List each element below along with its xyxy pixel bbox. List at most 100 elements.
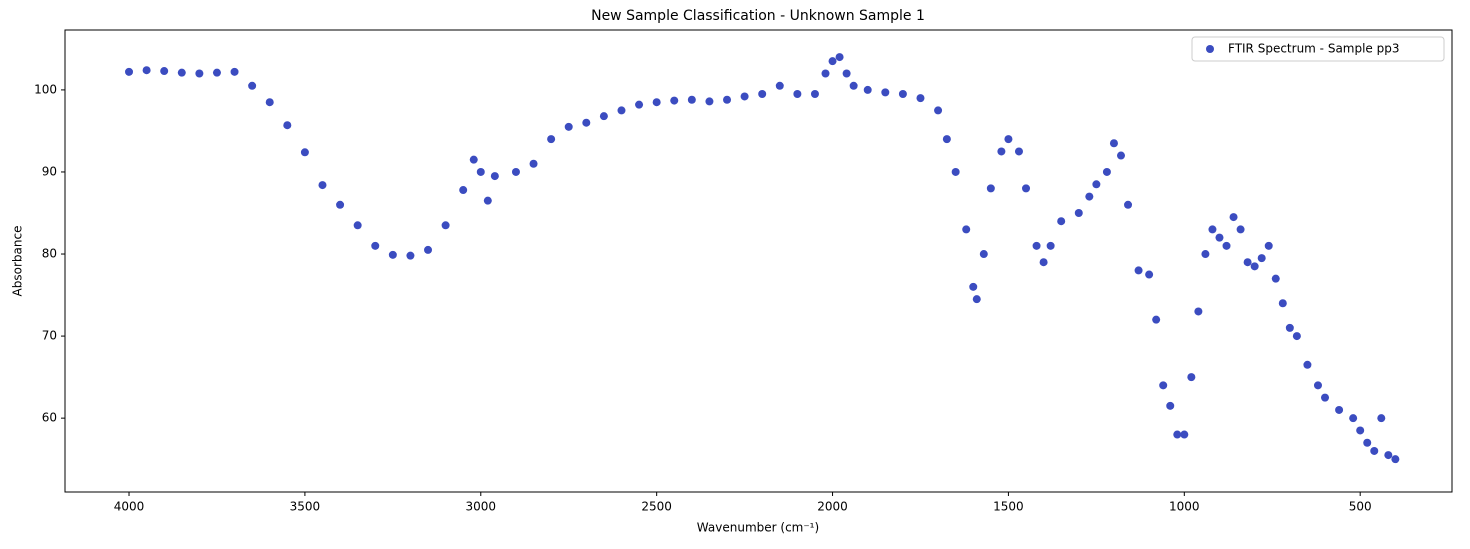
point <box>1363 438 1372 447</box>
point <box>1074 208 1083 217</box>
point <box>1194 307 1203 316</box>
point <box>1092 180 1101 189</box>
point <box>979 250 988 259</box>
x-tick-label: 2500 <box>641 500 672 514</box>
point <box>1236 225 1245 234</box>
point <box>353 221 362 230</box>
point <box>476 167 485 176</box>
point <box>125 67 134 76</box>
point <box>441 221 450 230</box>
point <box>142 66 151 75</box>
point <box>265 98 274 107</box>
point <box>1229 213 1238 222</box>
x-tick-label: 1000 <box>1169 500 1200 514</box>
point <box>1215 233 1224 242</box>
y-tick-label: 80 <box>42 247 57 261</box>
point <box>177 68 186 77</box>
point <box>758 90 767 99</box>
point <box>599 112 608 121</box>
point <box>1109 139 1118 148</box>
point <box>1159 381 1168 390</box>
point <box>1285 323 1294 332</box>
point <box>617 106 626 115</box>
y-tick-label: 60 <box>42 411 57 425</box>
point <box>1134 266 1143 275</box>
point <box>835 53 844 62</box>
point <box>1391 455 1400 464</box>
point <box>849 81 858 90</box>
point <box>1039 258 1048 267</box>
point <box>582 118 591 127</box>
point <box>972 295 981 304</box>
x-tick-label: 3500 <box>290 500 321 514</box>
point <box>1250 262 1259 271</box>
y-tick-label: 90 <box>42 164 57 178</box>
point <box>1022 184 1031 193</box>
point <box>986 184 995 193</box>
point <box>1085 192 1094 201</box>
x-axis-label: Wavenumber (cm⁻¹) <box>697 521 819 535</box>
point <box>1057 217 1066 226</box>
point <box>705 97 714 106</box>
point <box>195 69 204 78</box>
point <box>1257 254 1266 263</box>
point <box>1145 270 1154 279</box>
point <box>1187 373 1196 382</box>
point <box>424 245 433 254</box>
point <box>1102 167 1111 176</box>
point <box>962 225 971 234</box>
point <box>1278 299 1287 308</box>
point <box>934 106 943 115</box>
point <box>863 85 872 94</box>
point <box>529 159 538 168</box>
point <box>1384 451 1393 460</box>
point <box>670 96 679 105</box>
x-tick-label: 3000 <box>466 500 497 514</box>
point <box>248 81 257 90</box>
point <box>775 81 784 90</box>
point <box>1004 135 1013 144</box>
point <box>1180 430 1189 439</box>
point <box>469 155 478 164</box>
point <box>1370 446 1379 455</box>
point <box>1166 401 1175 410</box>
point <box>406 251 415 260</box>
point <box>1349 414 1358 423</box>
point <box>1377 414 1386 423</box>
y-tick-label: 100 <box>34 82 57 96</box>
point <box>336 200 345 209</box>
point <box>283 121 292 130</box>
point <box>635 100 644 109</box>
point <box>898 90 907 99</box>
plot-frame <box>64 29 1453 493</box>
legend-box <box>1191 36 1445 62</box>
point <box>483 196 492 205</box>
x-tick-label: 4000 <box>114 500 145 514</box>
point <box>511 167 520 176</box>
legend-marker <box>1206 45 1214 53</box>
point <box>1152 315 1161 324</box>
point <box>1032 241 1041 250</box>
point <box>842 69 851 78</box>
point <box>212 68 221 77</box>
point <box>1303 360 1312 369</box>
point <box>1264 241 1273 250</box>
y-tick-label: 70 <box>42 329 57 343</box>
point <box>1201 250 1210 259</box>
x-tick-label: 500 <box>1349 500 1372 514</box>
x-tick-label: 1500 <box>993 500 1024 514</box>
point <box>723 95 732 104</box>
point <box>1321 393 1330 402</box>
point <box>1313 381 1322 390</box>
point <box>810 90 819 99</box>
point <box>371 241 380 250</box>
point <box>916 94 925 103</box>
point <box>1116 151 1125 160</box>
point <box>1356 426 1365 435</box>
point <box>652 98 661 107</box>
point <box>300 148 309 157</box>
point <box>459 186 468 195</box>
point <box>1046 241 1055 250</box>
point <box>1208 225 1217 234</box>
